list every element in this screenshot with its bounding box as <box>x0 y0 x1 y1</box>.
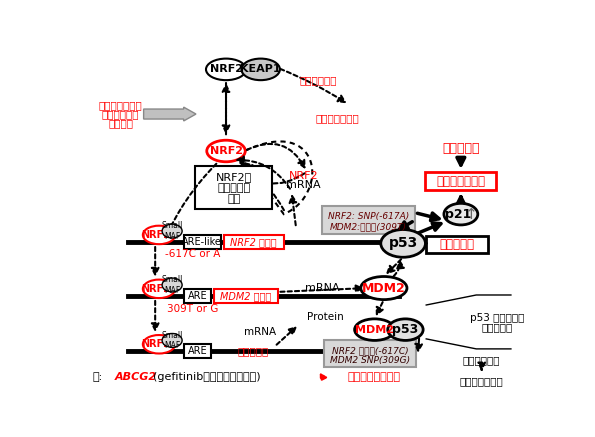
Ellipse shape <box>206 59 246 80</box>
Ellipse shape <box>444 203 478 225</box>
Text: 309T or G: 309T or G <box>167 304 218 314</box>
Text: ユビキチン化: ユビキチン化 <box>300 75 337 85</box>
Text: mRNA: mRNA <box>305 283 340 293</box>
Ellipse shape <box>388 319 423 340</box>
Ellipse shape <box>162 333 182 347</box>
Text: ARE: ARE <box>187 346 207 356</box>
Bar <box>224 235 284 249</box>
Ellipse shape <box>361 277 407 300</box>
Text: MDM2 遺伝子: MDM2 遺伝子 <box>220 291 272 301</box>
Text: リン酸化: リン酸化 <box>108 118 133 128</box>
Text: タンパク質分解: タンパク質分解 <box>316 113 359 123</box>
Text: KEAP1: KEAP1 <box>240 64 281 74</box>
Text: MDM2:野生型(309T): MDM2:野生型(309T) <box>330 223 407 232</box>
Text: 例:: 例: <box>93 372 103 382</box>
FancyArrow shape <box>143 107 196 121</box>
Text: p21: p21 <box>446 208 472 221</box>
Ellipse shape <box>162 224 182 238</box>
Bar <box>214 289 278 303</box>
Text: Small
MAF: Small MAF <box>161 275 183 295</box>
Bar <box>322 206 415 234</box>
Text: Protein: Protein <box>307 312 344 322</box>
Ellipse shape <box>143 225 175 244</box>
Text: mRNA: mRNA <box>286 180 321 190</box>
Text: ABCG2: ABCG2 <box>114 372 156 382</box>
Text: MDM2 SNP(309G): MDM2 SNP(309G) <box>330 356 410 365</box>
Text: NRF2: NRF2 <box>289 170 318 180</box>
Text: MDM2: MDM2 <box>355 325 394 335</box>
Text: がんの増殖停止: がんの増殖停止 <box>436 174 486 187</box>
Text: (gefitinibなどの細胞外排出): (gefitinibなどの細胞外排出) <box>153 372 261 382</box>
Text: NRF2: NRF2 <box>209 146 243 156</box>
Text: 自己活性化: 自己活性化 <box>217 183 250 193</box>
Text: の機能抑制: の機能抑制 <box>481 323 513 332</box>
Text: NRF2: NRF2 <box>140 284 170 294</box>
Text: mRNA: mRNA <box>244 327 276 337</box>
Bar <box>184 235 221 249</box>
Text: タンパク質分解: タンパク質分解 <box>460 376 503 386</box>
Text: NRF2: NRF2 <box>140 339 170 349</box>
Bar <box>184 344 211 358</box>
Text: -617C or A: -617C or A <box>165 249 221 259</box>
Ellipse shape <box>355 319 394 340</box>
Text: がん細胞死: がん細胞死 <box>440 238 475 251</box>
Text: NRF2: NRF2 <box>140 230 170 240</box>
Ellipse shape <box>207 140 245 162</box>
Text: NRF2の: NRF2の <box>215 172 252 182</box>
Text: 制御: 制御 <box>227 194 240 204</box>
Text: NRF2 遺伝子: NRF2 遺伝子 <box>230 237 277 247</box>
Text: 酸化的ストレス: 酸化的ストレス <box>99 100 142 110</box>
Bar <box>324 340 416 367</box>
Text: 良好な予後: 良好な予後 <box>442 142 480 155</box>
Text: NRF2 野生型(-617C): NRF2 野生型(-617C) <box>331 346 408 355</box>
Ellipse shape <box>381 229 425 257</box>
Text: NRF2: NRF2 <box>209 64 243 74</box>
Text: ユビキチン化: ユビキチン化 <box>463 355 500 365</box>
Bar <box>195 166 272 209</box>
Text: NRF2: SNP(-617A): NRF2: SNP(-617A) <box>328 212 409 221</box>
Bar <box>425 172 496 190</box>
Text: ARE-like: ARE-like <box>182 237 222 247</box>
Ellipse shape <box>162 278 182 292</box>
Bar <box>426 236 488 253</box>
Bar <box>184 289 211 303</box>
Ellipse shape <box>143 280 175 298</box>
Text: p53: p53 <box>389 236 418 250</box>
Text: Small
MAF: Small MAF <box>161 331 183 350</box>
Text: ↑: ↑ <box>465 207 478 222</box>
Text: 親電子化合物: 親電子化合物 <box>102 109 139 119</box>
Ellipse shape <box>143 335 175 354</box>
Text: p53: p53 <box>392 323 418 336</box>
Text: 標的遺伝子: 標的遺伝子 <box>237 346 268 356</box>
Text: p53 タンパク質: p53 タンパク質 <box>470 313 524 323</box>
Text: MDM2: MDM2 <box>362 281 406 295</box>
Text: ARE: ARE <box>187 291 207 301</box>
Text: 抗がん剤への耐性: 抗がん剤への耐性 <box>347 372 400 382</box>
Ellipse shape <box>242 59 280 80</box>
Text: Small
MAF: Small MAF <box>161 222 183 241</box>
